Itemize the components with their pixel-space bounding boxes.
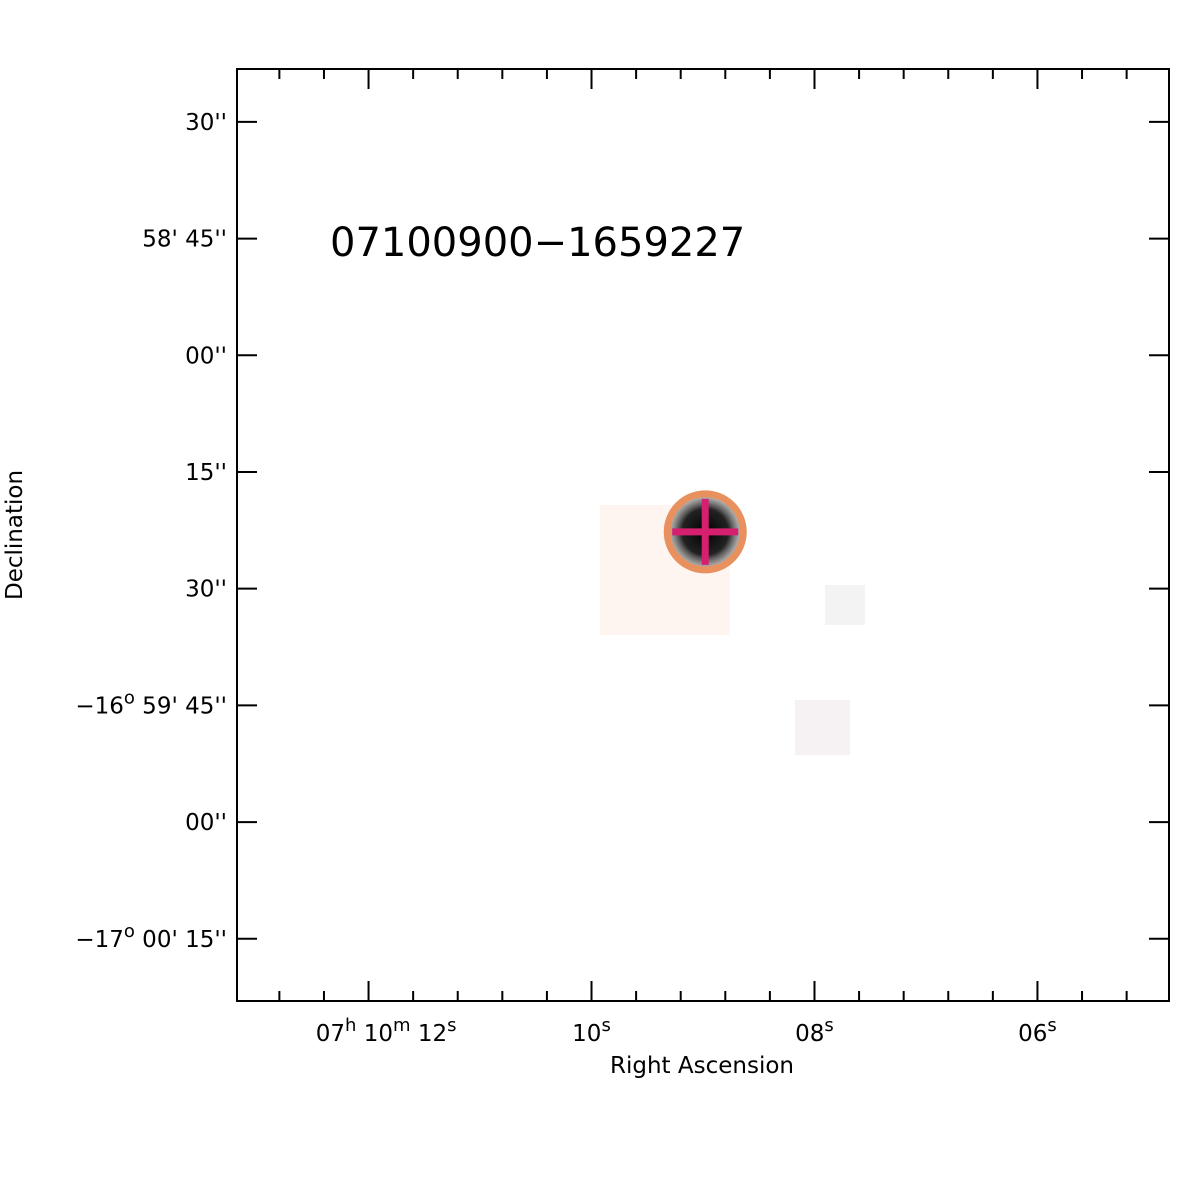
x-tick-label: 10s <box>572 1015 611 1047</box>
plot-frame <box>236 68 1170 1002</box>
label-part: o <box>124 687 135 708</box>
label-part: 07 <box>316 1021 345 1047</box>
y-tick-label: −17o 00' 15'' <box>75 921 227 953</box>
label-part: 08 <box>795 1021 824 1047</box>
y-tick-label: 30'' <box>185 110 227 136</box>
label-part: 00'' <box>185 810 227 836</box>
label-part: s <box>1047 1015 1056 1036</box>
y-tick-label: 00'' <box>185 343 227 369</box>
label-part: −17 <box>75 927 124 953</box>
x-tick-label: 08s <box>795 1015 834 1047</box>
label-part: m <box>393 1015 411 1036</box>
x-tick-label: 06s <box>1018 1015 1057 1047</box>
source-circle <box>663 490 747 574</box>
label-part: s <box>447 1015 456 1036</box>
label-part: 58' 45'' <box>142 227 227 253</box>
y-axis-label: Declination <box>2 470 28 600</box>
label-part: 06 <box>1018 1021 1047 1047</box>
chart-title: 07100900−1659227 <box>330 220 745 266</box>
x-axis-label: Right Ascension <box>610 1053 794 1079</box>
label-part: 30'' <box>185 110 227 136</box>
noise <box>825 585 865 625</box>
label-part: 12 <box>411 1021 448 1047</box>
label-part: 10 <box>356 1021 393 1047</box>
y-tick-label: 58' 45'' <box>142 227 227 253</box>
y-tick-label: 30'' <box>185 577 227 603</box>
label-part: 15'' <box>185 460 227 486</box>
x-tick-label: 07h 10m 12s <box>316 1015 457 1047</box>
label-part: s <box>824 1015 833 1036</box>
label-part: h <box>345 1015 356 1036</box>
label-part: 00' 15'' <box>135 927 227 953</box>
y-tick-label: −16o 59' 45'' <box>75 687 227 719</box>
label-part: 10 <box>572 1021 601 1047</box>
noise <box>795 700 850 755</box>
label-part: 30'' <box>185 577 227 603</box>
label-part: −16 <box>75 693 124 719</box>
y-tick-label: 15'' <box>185 460 227 486</box>
label-part: 59' 45'' <box>135 693 227 719</box>
label-part: s <box>601 1015 610 1036</box>
label-part: 00'' <box>185 343 227 369</box>
y-tick-label: 00'' <box>185 810 227 836</box>
label-part: o <box>124 921 135 942</box>
